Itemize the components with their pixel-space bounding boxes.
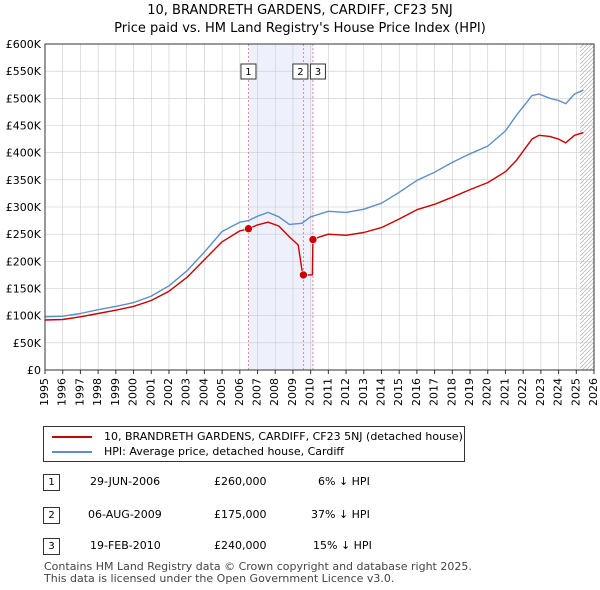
- x-tick-label: 2011: [321, 378, 334, 406]
- sale-3-point: [308, 235, 318, 244]
- x-tick-label: 2001: [144, 378, 157, 406]
- x-tick-label: 2009: [286, 378, 299, 406]
- chart-subtitle: Price paid vs. HM Land Registry's House …: [114, 21, 486, 36]
- plot-frame: [44, 43, 595, 371]
- y-tick-label: £450K: [6, 120, 42, 133]
- table-row-3-price: £240,000: [214, 539, 267, 552]
- sale-3-box-label: 3: [315, 67, 321, 78]
- y-tick-label: £50K: [13, 337, 42, 350]
- x-tick-label: 2014: [374, 378, 387, 406]
- y-tick-label: £500K: [6, 92, 42, 105]
- x-tick-label: 2005: [215, 378, 228, 406]
- x-tick-label: 1995: [38, 378, 51, 406]
- y-tick-label: £250K: [6, 228, 42, 241]
- y-tick-label: £350K: [6, 174, 42, 187]
- legend-swatch-blue: [52, 450, 92, 453]
- x-tick-label: 2007: [251, 378, 264, 406]
- legend-swatch-red: [52, 435, 92, 438]
- price-chart: 1 2 3 £0 £50K £100K £150K £200K £250K £300K £350K…: [6, 38, 600, 406]
- footer-copyright: Contains HM Land Registry data © Crown c…: [44, 560, 472, 573]
- x-tick-label: 1997: [73, 378, 86, 406]
- x-tick-label: 2021: [498, 378, 511, 406]
- x-tick-label: 2008: [268, 378, 281, 406]
- sale-1-box: [240, 63, 257, 80]
- footer-licence: This data is licensed under the Open Gov…: [44, 572, 395, 585]
- legend-label-hpi: HPI: Average price, detached house, Card…: [104, 445, 344, 458]
- hpi-line: [44, 89, 584, 318]
- y-tick-label: £600K: [6, 38, 42, 51]
- sale-2-box-label: 2: [297, 67, 303, 78]
- table-row-1-hpi: 6% ↓ HPI: [318, 475, 370, 488]
- legend-label-property: 10, BRANDRETH GARDENS, CARDIFF, CF23 5NJ…: [104, 430, 463, 443]
- x-tick-label: 2023: [534, 378, 547, 406]
- sale-1-point: [244, 224, 253, 234]
- x-tick-label: 2013: [357, 378, 370, 406]
- sale-2-box: [292, 63, 309, 80]
- x-tick-label: 2002: [162, 378, 175, 406]
- x-tick-label: 2025: [569, 378, 582, 406]
- sale-2-point: [299, 270, 308, 280]
- y-tick-label: £150K: [6, 283, 42, 296]
- table-row-2-hpi: 37% ↓ HPI: [311, 508, 370, 521]
- y-tick-label: £300K: [6, 201, 42, 214]
- y-tick-label: £200K: [6, 255, 42, 268]
- table-row-3-hpi: 15% ↓ HPI: [313, 539, 372, 552]
- y-tick-label: £400K: [6, 147, 42, 160]
- x-tick-label: 2012: [339, 378, 352, 406]
- legend-item-hpi: HPI: Average price, detached house, Card…: [52, 444, 344, 459]
- y-tick-label: £0: [27, 364, 41, 377]
- x-tick-label: 2019: [463, 378, 476, 406]
- sale-1-box-label: 1: [245, 67, 251, 78]
- table-row-1-badge: 1: [43, 474, 60, 491]
- table-row-3-badge: 3: [43, 538, 60, 555]
- table-row-2-price: £175,000: [214, 508, 267, 521]
- table-row-1-price: £260,000: [214, 475, 267, 488]
- table-row-1-date: 29-JUN-2006: [90, 475, 161, 488]
- x-tick-label: 2016: [410, 378, 423, 406]
- sale-3-box: [309, 63, 326, 80]
- legend-item-property: 10, BRANDRETH GARDENS, CARDIFF, CF23 5NJ…: [52, 429, 463, 444]
- x-tick-label: 2010: [304, 378, 317, 406]
- x-tick-label: 2006: [233, 378, 246, 406]
- x-tick-label: 1999: [109, 378, 122, 406]
- x-tick-label: 2022: [516, 378, 529, 406]
- y-tick-label: £100K: [6, 310, 42, 323]
- x-tick-label: 2020: [481, 378, 494, 406]
- x-tick-label: 2026: [587, 378, 600, 406]
- x-tick-label: 2000: [127, 378, 140, 406]
- y-tick-label: £550K: [6, 65, 42, 78]
- x-tick-label: 1996: [56, 378, 69, 406]
- table-row-2-date: 06-AUG-2009: [88, 508, 162, 521]
- x-tick-label: 2015: [392, 378, 405, 406]
- table-row-2-badge: 2: [43, 507, 60, 524]
- chart-title: 10, BRANDRETH GARDENS, CARDIFF, CF23 5NJ: [147, 3, 453, 18]
- property-price-line: [44, 131, 584, 321]
- x-tick-label: 2004: [197, 378, 210, 406]
- x-tick-label: 2003: [180, 378, 193, 406]
- x-tick-label: 2018: [445, 378, 458, 406]
- legend: 10, BRANDRETH GARDENS, CARDIFF, CF23 5NJ…: [43, 426, 465, 462]
- x-tick-label: 1998: [91, 378, 104, 406]
- table-row-3-date: 19-FEB-2010: [90, 539, 161, 552]
- x-tick-label: 2017: [428, 378, 441, 406]
- x-tick-label: 2024: [552, 378, 565, 406]
